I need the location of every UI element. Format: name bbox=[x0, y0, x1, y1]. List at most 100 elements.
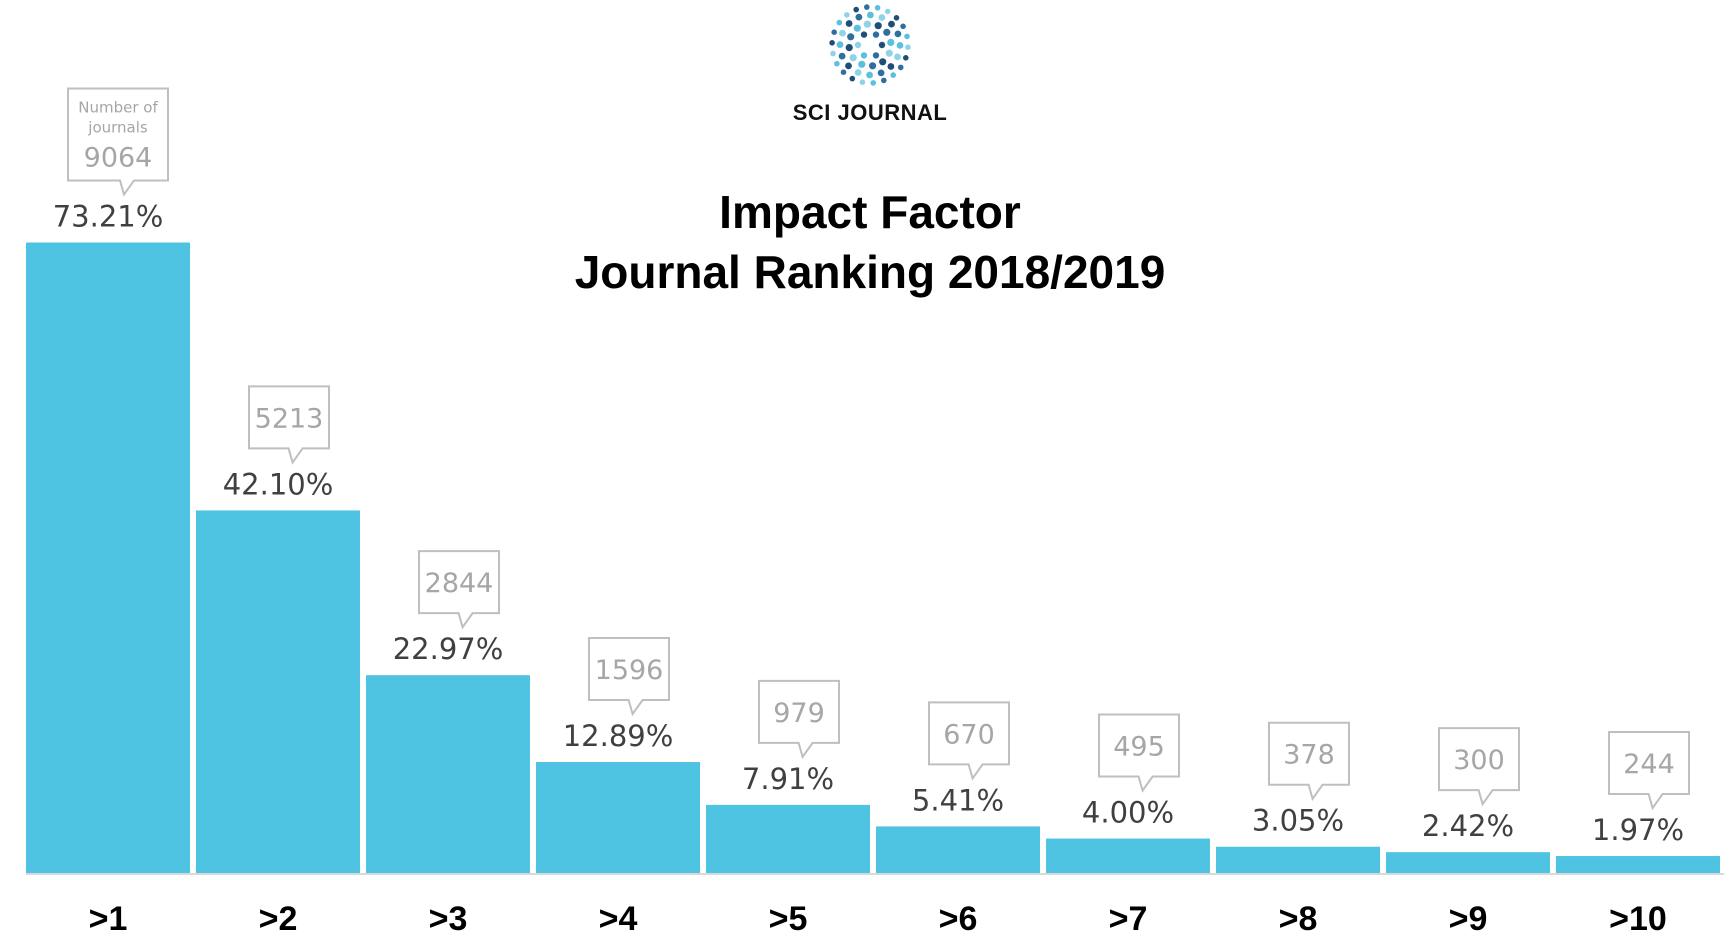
bar bbox=[1046, 838, 1210, 873]
logo-dot bbox=[870, 80, 876, 86]
logo-dot bbox=[844, 12, 850, 18]
x-tick-label: >10 bbox=[1609, 900, 1667, 938]
logo-dot bbox=[879, 58, 887, 66]
journal-count-callout: 300 bbox=[1438, 727, 1520, 807]
journal-count: 495 bbox=[1113, 732, 1165, 763]
journal-count-callout: 244 bbox=[1608, 731, 1690, 811]
logo-dot bbox=[834, 60, 840, 67]
logo-dot bbox=[836, 19, 843, 26]
logo-dot bbox=[905, 44, 911, 50]
journal-count-callout: 378 bbox=[1268, 721, 1350, 802]
data-label: 73.21% bbox=[53, 200, 164, 234]
logo-dot bbox=[864, 4, 870, 10]
logo-dot bbox=[887, 63, 895, 70]
x-tick-label: >6 bbox=[939, 900, 978, 938]
logo-dot bbox=[878, 14, 886, 21]
bar bbox=[1556, 856, 1720, 873]
data-label: 3.05% bbox=[1252, 804, 1344, 838]
logo-dot bbox=[858, 60, 866, 68]
x-tick-label: >3 bbox=[429, 900, 468, 938]
logo-dot bbox=[894, 53, 901, 61]
logo-dot bbox=[836, 41, 844, 48]
journal-count-callout: 2844 bbox=[418, 550, 500, 630]
callout-caption: journals bbox=[87, 119, 148, 137]
logo-dot bbox=[853, 6, 859, 13]
data-label: 1.97% bbox=[1592, 813, 1684, 847]
bar bbox=[706, 804, 870, 873]
journal-count-callout: Number of journals 9064 bbox=[67, 87, 169, 197]
logo-dot bbox=[900, 23, 906, 30]
bar bbox=[1216, 846, 1380, 873]
x-tick-label: >8 bbox=[1279, 900, 1318, 938]
journal-count-callout: 979 bbox=[758, 679, 840, 760]
data-label: 22.97% bbox=[393, 632, 504, 666]
brand-name: SCI JOURNAL bbox=[792, 100, 948, 125]
x-tick-label: >5 bbox=[769, 900, 808, 938]
logo-dot bbox=[903, 55, 909, 61]
callout-box bbox=[588, 636, 670, 717]
logo-dot bbox=[878, 41, 886, 49]
logo-dot bbox=[874, 22, 882, 30]
data-label: 42.10% bbox=[223, 467, 334, 501]
logo-dot bbox=[849, 75, 856, 82]
journal-count: 979 bbox=[773, 698, 825, 729]
x-tick-label: >4 bbox=[599, 900, 638, 938]
journal-count-callout: 5213 bbox=[248, 385, 330, 465]
data-label: 12.89% bbox=[563, 719, 674, 753]
bar bbox=[366, 675, 530, 873]
callout-box bbox=[1098, 713, 1180, 793]
logo-dot bbox=[839, 29, 846, 37]
logo-dot bbox=[829, 40, 835, 46]
callout-box bbox=[758, 679, 840, 760]
logo-dot bbox=[831, 29, 837, 35]
callout-box bbox=[1608, 731, 1690, 811]
journal-count: 670 bbox=[943, 719, 995, 750]
bar bbox=[1386, 852, 1550, 873]
logo-dot bbox=[867, 11, 874, 19]
x-tick-label: >9 bbox=[1449, 900, 1488, 938]
logo-dot bbox=[890, 72, 896, 78]
logo-dot bbox=[866, 71, 873, 79]
logo-dot bbox=[887, 38, 895, 47]
logo-dot bbox=[896, 42, 904, 49]
bar bbox=[26, 242, 190, 873]
logo-dot bbox=[884, 8, 891, 15]
journal-count-callout: 1596 bbox=[588, 636, 670, 717]
brand-logo bbox=[780, 0, 960, 130]
journal-count: 300 bbox=[1453, 745, 1505, 776]
logo-dot bbox=[874, 5, 881, 11]
logo-dot bbox=[847, 33, 855, 41]
callout-box bbox=[1438, 727, 1520, 807]
journal-count: 9064 bbox=[84, 143, 153, 174]
chart-title-line-1: Impact Factor bbox=[719, 186, 1021, 238]
journal-count: 1596 bbox=[595, 655, 664, 686]
journal-count: 378 bbox=[1283, 740, 1335, 771]
logo-dot bbox=[860, 31, 868, 38]
bar bbox=[536, 761, 700, 873]
data-label: 2.42% bbox=[1422, 809, 1514, 843]
logo-dot bbox=[885, 49, 893, 57]
logo-dot bbox=[881, 77, 887, 84]
journal-count-callout: 670 bbox=[928, 701, 1010, 781]
bar bbox=[196, 510, 360, 873]
data-label: 5.41% bbox=[912, 783, 1004, 817]
logo-dot bbox=[840, 69, 847, 75]
chart-title-line-2: Journal Ranking 2018/2019 bbox=[574, 246, 1166, 298]
logo-dot bbox=[883, 28, 891, 36]
data-label: 7.91% bbox=[742, 762, 834, 796]
x-tick-label: >2 bbox=[259, 900, 298, 938]
x-tick-label: >7 bbox=[1109, 900, 1148, 938]
logo-dot bbox=[860, 52, 868, 59]
callout-box bbox=[418, 550, 500, 630]
logo-dot bbox=[869, 62, 877, 70]
x-tick-label: >1 bbox=[89, 900, 128, 938]
logo-dot bbox=[854, 41, 862, 49]
logo-dot bbox=[894, 30, 902, 38]
callout-box bbox=[248, 385, 330, 465]
journal-count: 244 bbox=[1623, 749, 1675, 780]
logo-dot bbox=[872, 52, 880, 59]
callout-caption: Number of bbox=[78, 99, 158, 117]
journal-count: 5213 bbox=[255, 403, 324, 434]
journal-count-callout: 495 bbox=[1098, 713, 1180, 793]
dotted-circle-logo-icon bbox=[829, 4, 911, 86]
